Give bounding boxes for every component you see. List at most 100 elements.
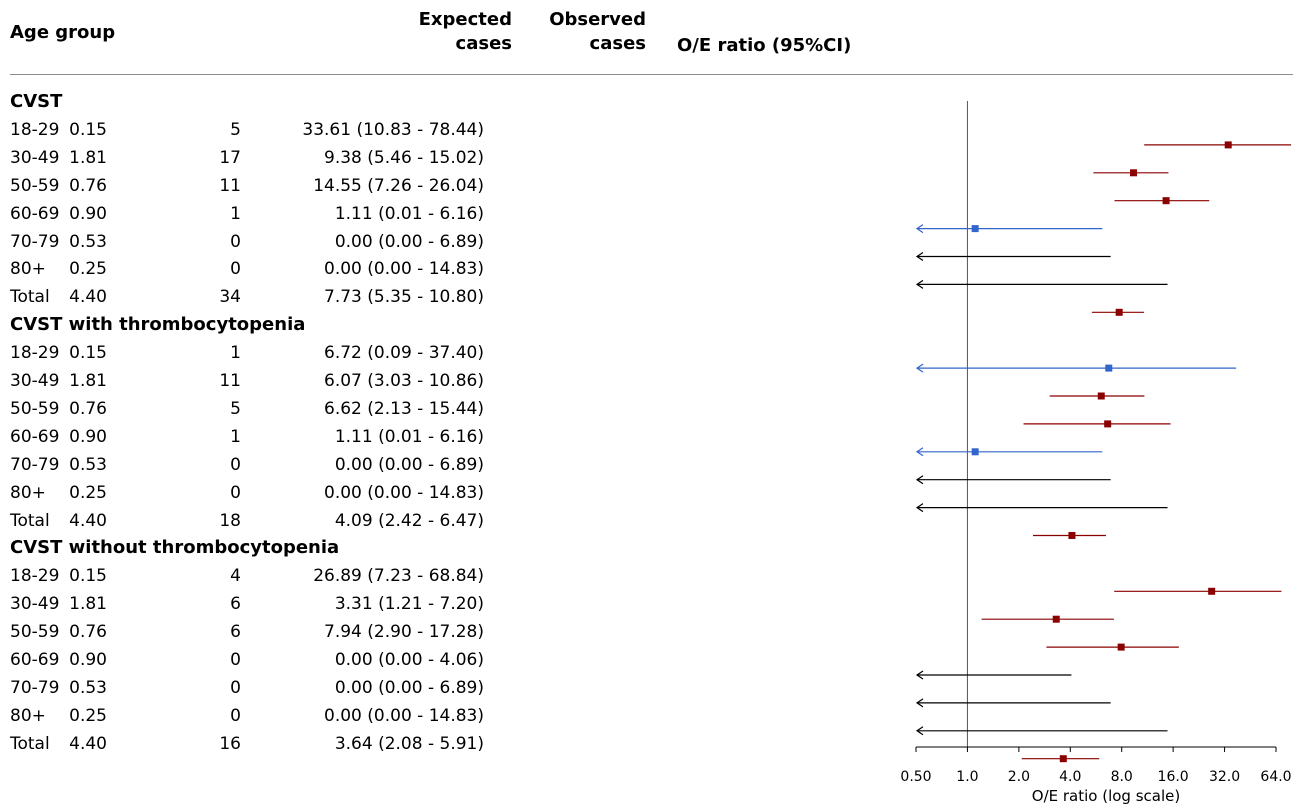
x-tick-label: 64.0 [1260, 769, 1291, 785]
observed-cases-cell: 0 [230, 482, 241, 503]
oe-ratio-cell: 6.07 (3.03 - 10.86) [324, 371, 484, 391]
table-row: 50-59 0.76 5 6.62 (2.13 - 15.44) [0, 395, 900, 423]
age-group-cell: 50-59 [10, 398, 60, 419]
header-expected-line2: cases [455, 33, 512, 54]
observed-cases-cell: 0 [230, 454, 241, 475]
observed-cases-cell: 18 [219, 510, 241, 531]
expected-cases-cell: 1.81 [69, 147, 107, 168]
age-group-cell: 70-79 [10, 231, 60, 252]
age-group-cell: 50-59 [10, 622, 60, 643]
observed-cases-cell: 0 [230, 259, 241, 280]
age-group-cell: 60-69 [10, 426, 60, 447]
expected-cases-cell: 0.76 [69, 398, 107, 419]
expected-cases-cell: 0.90 [69, 426, 107, 447]
header-expected-line1: Expected [418, 9, 512, 30]
header-divider [10, 74, 1293, 75]
oe-ratio-cell: 0.00 (0.00 - 6.89) [334, 231, 484, 252]
age-group-cell: 80+ [10, 705, 46, 726]
expected-cases-cell: 4.40 [69, 510, 107, 531]
table-row: Total 4.40 34 7.73 (5.35 - 10.80) [0, 283, 900, 311]
header-age-group: Age group [10, 22, 116, 43]
ci-arrow [915, 252, 924, 261]
oe-ratio-cell: 1.11 (0.01 - 6.16) [334, 426, 484, 447]
age-group-cell: 30-49 [10, 594, 60, 615]
group-header-row: CVST with thrombocytopenia [0, 311, 900, 339]
expected-cases-cell: 0.90 [69, 203, 107, 224]
age-group-cell: Total [10, 733, 50, 754]
table-row: 18-29 0.15 5 33.61 (10.83 - 78.44) [0, 116, 900, 144]
observed-cases-cell: 0 [230, 231, 241, 252]
age-group-cell: 80+ [10, 259, 46, 280]
age-group-cell: 50-59 [10, 175, 60, 196]
observed-cases-cell: 16 [219, 733, 241, 754]
group-title: CVST with thrombocytopenia [10, 314, 306, 336]
x-tick-label: 0.50 [900, 769, 931, 785]
table-row: 30-49 1.81 11 6.07 (3.03 - 10.86) [0, 367, 900, 395]
oe-ratio-cell: 4.09 (2.42 - 6.47) [334, 510, 484, 531]
age-group-cell: 18-29 [10, 343, 60, 364]
oe-ratio-cell: 0.00 (0.00 - 6.89) [334, 677, 484, 698]
observed-cases-cell: 5 [230, 398, 241, 419]
expected-cases-cell: 0.53 [69, 454, 107, 475]
header-observed-line1: Observed [549, 9, 646, 30]
observed-cases-cell: 4 [230, 566, 241, 587]
ci-arrow [915, 475, 924, 485]
age-group-cell: Total [10, 510, 50, 531]
expected-cases-cell: 0.76 [69, 175, 107, 196]
group-title: CVST [10, 91, 63, 112]
table-row: 60-69 0.90 1 1.11 (0.01 - 6.16) [0, 200, 900, 228]
oe-ratio-cell: 9.38 (5.46 - 15.02) [324, 147, 484, 168]
expected-cases-cell: 0.53 [69, 231, 107, 252]
table-row: 70-79 0.53 0 0.00 (0.00 - 6.89) [0, 674, 900, 702]
ci-arrow [915, 698, 924, 708]
group-title: CVST without thrombocytopenia [10, 537, 340, 559]
observed-cases-cell: 17 [219, 147, 241, 168]
observed-cases-cell: 5 [230, 119, 241, 140]
age-group-cell: 60-69 [10, 203, 60, 224]
point-estimate-marker [1130, 169, 1138, 177]
table-row: 50-59 0.76 6 7.94 (2.90 - 17.28) [0, 618, 900, 646]
observed-cases-cell: 0 [230, 705, 241, 726]
age-group-cell: 30-49 [10, 147, 60, 168]
oe-ratio-cell: 3.64 (2.08 - 5.91) [334, 733, 484, 754]
header-observed-line2: cases [589, 33, 646, 54]
observed-cases-cell: 1 [230, 343, 241, 364]
age-group-cell: 18-29 [10, 119, 60, 140]
expected-cases-cell: 0.76 [69, 622, 107, 643]
age-group-cell: Total [10, 287, 50, 308]
table-row: 30-49 1.81 6 3.31 (1.21 - 7.20) [0, 590, 900, 618]
ci-arrow [915, 224, 924, 234]
table-row: 60-69 0.90 0 0.00 (0.00 - 4.06) [0, 646, 900, 674]
table-row: 80+ 0.25 0 0.00 (0.00 - 14.83) [0, 702, 900, 730]
expected-cases-cell: 0.15 [69, 343, 107, 364]
observed-cases-cell: 6 [230, 594, 241, 615]
table-row: 18-29 0.15 1 6.72 (0.09 - 37.40) [0, 339, 900, 367]
point-estimate-marker [1224, 141, 1232, 149]
observed-cases-cell: 1 [230, 426, 241, 447]
expected-cases-cell: 0.25 [69, 259, 107, 280]
expected-cases-cell: 0.25 [69, 482, 107, 503]
expected-cases-cell: 0.90 [69, 650, 107, 670]
point-estimate-marker [1162, 197, 1170, 205]
table-row: Total 4.40 18 4.09 (2.42 - 6.47) [0, 507, 900, 535]
table-row: 80+ 0.25 0 0.00 (0.00 - 14.83) [0, 255, 900, 283]
ci-arrow [915, 670, 924, 680]
expected-cases-cell: 0.53 [69, 677, 107, 698]
oe-ratio-cell: 33.61 (10.83 - 78.44) [302, 119, 484, 140]
point-estimate-marker [1052, 615, 1060, 623]
point-estimate-marker [1115, 308, 1123, 316]
point-estimate-marker [1097, 392, 1105, 400]
oe-ratio-cell: 0.00 (0.00 - 14.83) [324, 482, 484, 503]
oe-ratio-cell: 0.00 (0.00 - 14.83) [324, 259, 484, 280]
point-estimate-marker [1105, 364, 1113, 372]
oe-ratio-cell: 14.55 (7.26 - 26.04) [313, 175, 484, 196]
header-expected-cases: Expected cases [419, 8, 512, 56]
x-tick-label: 2.0 [1008, 769, 1030, 785]
expected-cases-cell: 0.15 [69, 566, 107, 587]
oe-ratio-cell: 0.00 (0.00 - 14.83) [324, 705, 484, 726]
age-group-cell: 70-79 [10, 677, 60, 698]
ci-arrow [915, 363, 924, 373]
table-row: 60-69 0.90 1 1.11 (0.01 - 6.16) [0, 423, 900, 451]
table-row: 50-59 0.76 11 14.55 (7.26 - 26.04) [0, 172, 900, 200]
